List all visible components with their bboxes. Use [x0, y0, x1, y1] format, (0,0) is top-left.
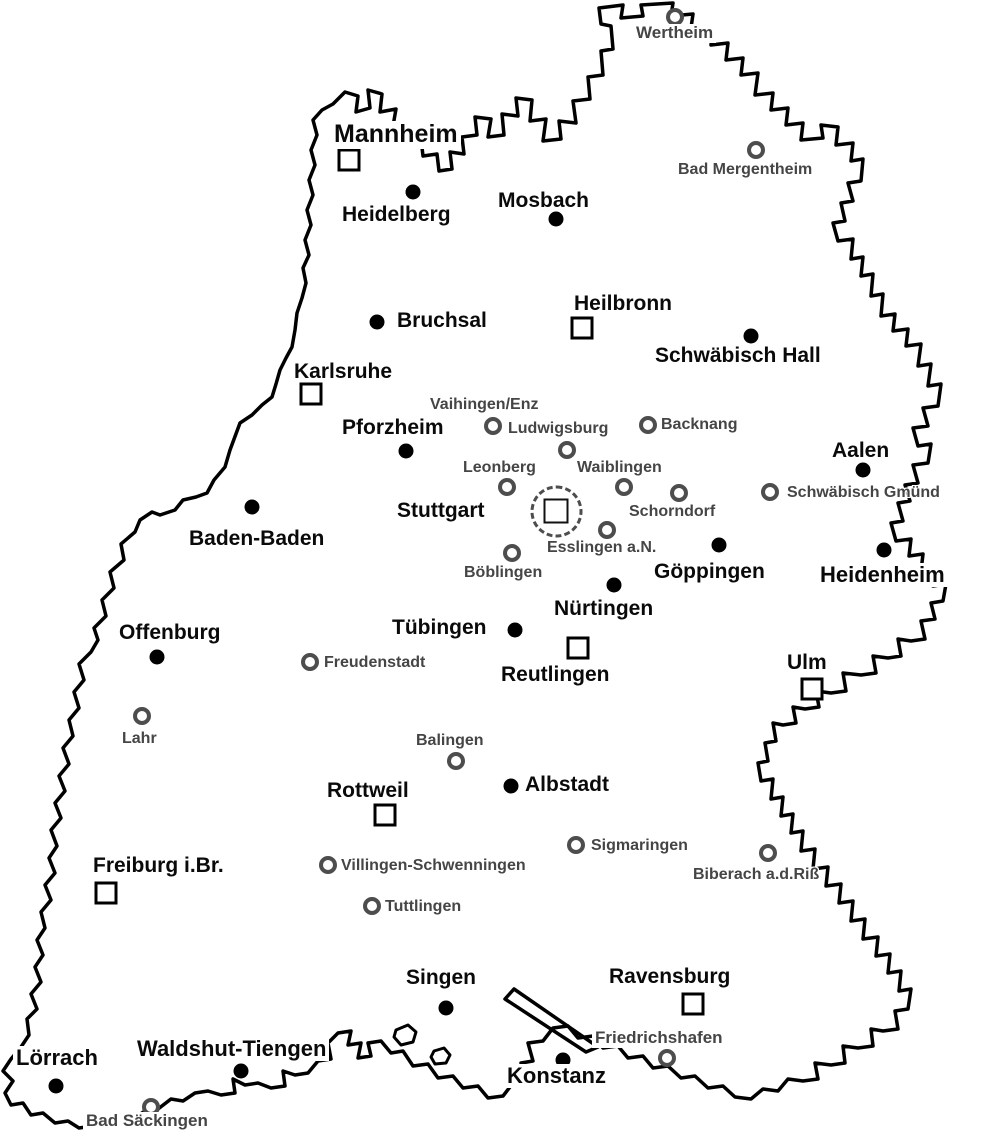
open-circle-marker-icon — [319, 856, 337, 874]
city-label-bruchsal: Bruchsal — [397, 309, 487, 332]
square-outline-marker-icon — [681, 992, 705, 1016]
city-label-ulm: Ulm — [787, 651, 827, 674]
filled-dot-marker-icon — [506, 621, 524, 639]
city-label-ravensburg: Ravensburg — [609, 965, 731, 988]
city-label-tuttlingen: Tuttlingen — [385, 898, 462, 915]
filled-dot-marker-icon — [742, 327, 760, 345]
filled-dot-marker-icon — [710, 536, 728, 554]
filled-dot-marker-icon — [148, 648, 166, 666]
city-label-heidelberg: Heidelberg — [342, 203, 451, 226]
open-circle-marker-icon — [363, 897, 381, 915]
city-label-rottweil: Rottweil — [327, 779, 409, 802]
open-circle-marker-icon — [759, 844, 777, 862]
city-label-sigmaringen: Sigmaringen — [591, 837, 688, 854]
city-label-lahr: Lahr — [122, 730, 157, 747]
city-label-freudenstadt: Freudenstadt — [324, 654, 426, 671]
filled-dot-marker-icon — [243, 498, 261, 516]
city-label-waiblingen: Waiblingen — [577, 459, 662, 476]
city-label-pforzheim: Pforzheim — [342, 416, 444, 439]
filled-dot-marker-icon — [47, 1077, 65, 1095]
filled-dot-marker-icon — [397, 442, 415, 460]
filled-dot-marker-icon — [404, 183, 422, 201]
city-label-stuttgart: Stuttgart — [397, 499, 485, 522]
open-circle-marker-icon — [639, 416, 657, 434]
open-circle-marker-icon — [301, 653, 319, 671]
city-label-villingen-schwenningen: Villingen-Schwenningen — [341, 857, 526, 874]
open-circle-marker-icon — [615, 478, 633, 496]
city-label-singen: Singen — [406, 966, 477, 989]
city-label-goeppingen: Göppingen — [654, 560, 765, 583]
city-label-friedrichshafen: Friedrichshafen — [592, 1028, 726, 1048]
open-circle-marker-icon — [567, 836, 585, 854]
square-outline-marker-icon — [373, 803, 397, 827]
city-label-vaihingen-enz: Vaihingen/Enz — [430, 396, 539, 413]
open-circle-marker-icon — [747, 141, 765, 159]
city-label-balingen: Balingen — [416, 732, 484, 749]
square-outline-marker-icon — [94, 881, 118, 905]
city-label-esslingen: Esslingen a.N. — [547, 539, 657, 556]
city-label-leonberg: Leonberg — [463, 459, 536, 476]
filled-dot-marker-icon — [605, 576, 623, 594]
filled-dot-marker-icon — [502, 777, 520, 795]
city-label-reutlingen: Reutlingen — [501, 663, 610, 686]
filled-dot-marker-icon — [875, 541, 893, 559]
filled-dot-marker-icon — [547, 210, 565, 228]
city-label-freiburg: Freiburg i.Br. — [93, 854, 224, 877]
city-label-aalen: Aalen — [832, 439, 890, 462]
city-label-bad-saeckingen: Bad Säckingen — [83, 1111, 211, 1131]
square-outline-marker-icon — [299, 382, 323, 406]
city-label-heilbronn: Heilbronn — [574, 292, 672, 315]
filled-dot-marker-icon — [437, 999, 455, 1017]
city-label-albstadt: Albstadt — [525, 773, 609, 796]
open-circle-marker-icon — [447, 752, 465, 770]
city-label-bad-mergentheim: Bad Mergentheim — [678, 161, 813, 178]
city-label-schwaebisch-hall: Schwäbisch Hall — [655, 344, 821, 367]
city-label-mannheim: Mannheim — [331, 120, 461, 149]
open-circle-marker-icon — [670, 484, 688, 502]
enclave-blob-east — [429, 1046, 452, 1066]
open-circle-marker-icon — [658, 1049, 676, 1067]
square-outline-marker-icon — [800, 677, 824, 701]
state-border-outline — [1, 1, 948, 1130]
capital-dashed-ring-marker-icon — [543, 498, 569, 524]
filled-dot-marker-icon — [232, 1062, 250, 1080]
city-label-biberach: Biberach a.d.Riß — [693, 866, 820, 883]
open-circle-marker-icon — [558, 441, 576, 459]
open-circle-marker-icon — [498, 478, 516, 496]
open-circle-marker-icon — [484, 417, 502, 435]
city-label-boeblingen: Böblingen — [464, 564, 543, 581]
city-label-karlsruhe: Karlsruhe — [294, 360, 393, 383]
city-label-heidenheim: Heidenheim — [817, 562, 948, 588]
open-circle-marker-icon — [503, 544, 521, 562]
city-label-baden-baden: Baden-Baden — [189, 527, 325, 550]
open-circle-marker-icon — [133, 707, 151, 725]
city-label-mosbach: Mosbach — [498, 189, 590, 212]
city-label-schwaebisch-gmuend: Schwäbisch Gmünd — [787, 484, 940, 501]
square-outline-marker-icon — [570, 316, 594, 340]
city-label-schorndorf: Schorndorf — [629, 503, 716, 520]
city-label-konstanz: Konstanz — [504, 1063, 609, 1089]
city-label-waldshut-tiengen: Waldshut-Tiengen — [134, 1036, 330, 1062]
city-label-nuertingen: Nürtingen — [554, 597, 654, 620]
city-label-wertheim: Wertheim — [633, 23, 717, 43]
city-label-offenburg: Offenburg — [119, 621, 221, 644]
city-label-tuebingen: Tübingen — [392, 616, 487, 639]
open-circle-marker-icon — [761, 483, 779, 501]
lake-constance-strip — [503, 987, 600, 1054]
enclave-blob-west — [392, 1023, 418, 1047]
city-label-loerrach: Lörrach — [13, 1045, 101, 1071]
city-label-ludwigsburg: Ludwigsburg — [508, 420, 609, 437]
filled-dot-marker-icon — [854, 461, 872, 479]
open-circle-marker-icon — [598, 521, 616, 539]
square-outline-marker-icon — [337, 148, 361, 172]
city-label-backnang: Backnang — [661, 416, 738, 433]
filled-dot-marker-icon — [368, 313, 386, 331]
square-outline-marker-icon — [566, 636, 590, 660]
